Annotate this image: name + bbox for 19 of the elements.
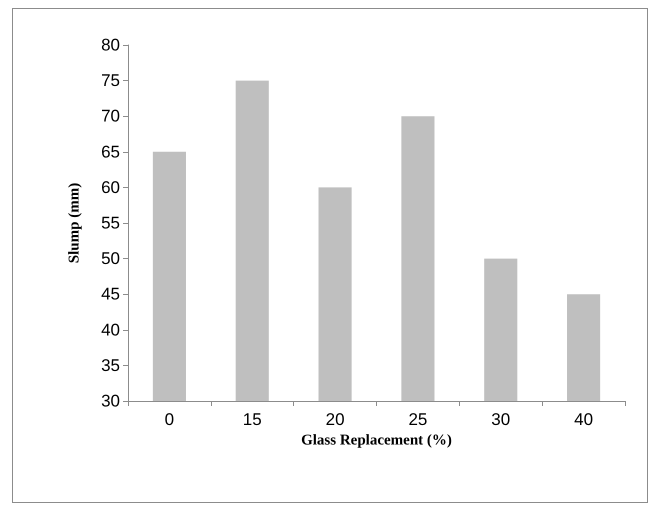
y-tick-label: 40 <box>101 320 120 340</box>
y-tick-label: 50 <box>101 249 120 268</box>
y-tick-label: 70 <box>101 106 120 126</box>
y-tick-label: 75 <box>101 71 120 90</box>
y-axis-title: Slump (mm) <box>66 182 82 264</box>
y-tick-label: 45 <box>101 284 120 304</box>
x-tick-label: 40 <box>574 410 594 429</box>
y-tick-label: 55 <box>101 214 120 232</box>
x-tick-label: 0 <box>164 410 174 429</box>
x-tick-label: 30 <box>491 410 510 429</box>
x-tick-label: 20 <box>326 410 345 429</box>
x-tick-label: 25 <box>408 410 428 429</box>
y-tick-label: 80 <box>101 36 120 54</box>
y-tick-label: 60 <box>101 178 120 197</box>
x-tick-label: 15 <box>242 410 262 429</box>
y-tick-label: 35 <box>101 356 120 375</box>
x-axis-title: Glass Replacement (%) <box>301 432 452 448</box>
y-tick-label: 65 <box>101 142 120 162</box>
y-tick-label: 30 <box>101 392 120 410</box>
